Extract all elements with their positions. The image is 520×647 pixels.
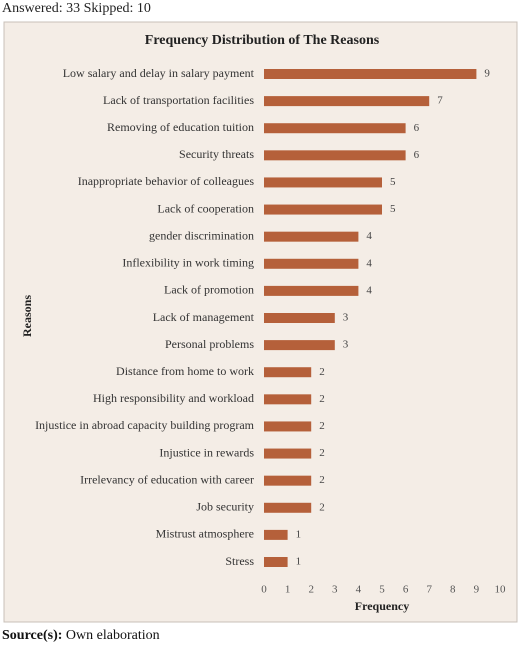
bar: [264, 529, 288, 540]
response-summary: Answered: 33 Skipped: 10: [2, 1, 151, 16]
x-tick-label: 6: [403, 584, 409, 596]
y-tick-label: Mistrust atmosphere: [156, 527, 254, 541]
chart: Frequency Distribution of The Reasons Fr…: [3, 21, 518, 623]
value-label: 3: [343, 312, 349, 324]
y-tick-label: Removing of education tuition: [107, 120, 254, 134]
value-label: 4: [366, 284, 372, 296]
y-tick-label: Lack of promotion: [164, 283, 254, 297]
x-tick-label: 9: [474, 584, 480, 596]
value-label: 2: [319, 420, 325, 432]
value-label: 9: [484, 68, 490, 80]
bar: [264, 69, 477, 79]
value-label: 2: [319, 393, 325, 405]
value-label: 4: [366, 230, 372, 242]
source-note: Source(s): Own elaboration: [2, 628, 160, 644]
value-label: 6: [414, 122, 420, 134]
y-tick-label: gender discrimination: [149, 228, 254, 242]
bar: [264, 394, 312, 405]
x-tick-label: 0: [261, 584, 267, 596]
y-tick-label: Stress: [225, 554, 254, 568]
bar: [264, 123, 406, 134]
value-label: 5: [390, 203, 396, 215]
y-tick-label: Lack of cooperation: [157, 201, 254, 215]
x-tick-label: 8: [450, 584, 456, 596]
bar: [264, 475, 312, 486]
y-axis-label: Reasons: [20, 295, 34, 337]
bar: [264, 313, 335, 323]
bar: [264, 96, 430, 107]
value-label: 2: [319, 501, 325, 513]
value-label: 2: [319, 366, 325, 378]
bar: [264, 421, 312, 432]
bar: [264, 204, 382, 215]
y-tick-label: Irrelevancy of education with career: [80, 472, 254, 486]
y-tick-label: Lack of transportation facilities: [103, 93, 254, 107]
chart-background: [3, 21, 518, 623]
y-tick-label: Personal problems: [165, 337, 254, 351]
y-tick-label: Inflexibility in work timing: [122, 256, 254, 270]
bar: [264, 367, 312, 378]
x-tick-label: 10: [495, 584, 507, 596]
source-label: Source(s):: [2, 628, 63, 643]
value-label: 5: [390, 176, 396, 188]
x-tick-label: 4: [356, 584, 362, 596]
bar: [264, 258, 359, 269]
x-tick-label: 1: [285, 584, 291, 596]
value-label: 2: [319, 447, 325, 459]
bar: [264, 557, 288, 567]
x-tick-label: 2: [308, 584, 314, 596]
bar: [264, 340, 335, 351]
bar: [264, 150, 406, 161]
value-label: 3: [343, 339, 349, 351]
bar: [264, 448, 312, 459]
bar: [264, 177, 382, 188]
y-tick-label: Injustice in abroad capacity building pr…: [35, 418, 255, 432]
y-tick-label: Lack of management: [153, 310, 255, 324]
value-label: 1: [296, 528, 302, 540]
bar: [264, 285, 359, 296]
y-tick-label: Low salary and delay in salary payment: [63, 66, 255, 80]
y-tick-label: Distance from home to work: [116, 364, 254, 378]
x-axis-label: Frequency: [355, 599, 409, 613]
source-text: Own elaboration: [65, 628, 160, 643]
value-label: 4: [366, 257, 372, 269]
x-tick-label: 7: [426, 584, 432, 596]
value-label: 6: [414, 149, 420, 161]
x-tick-label: 5: [379, 584, 385, 596]
bar: [264, 502, 312, 513]
y-tick-label: Inappropriate behavior of colleagues: [78, 174, 255, 188]
value-label: 7: [437, 95, 443, 107]
x-tick-label: 3: [332, 584, 338, 596]
y-tick-label: High responsibility and workload: [93, 391, 254, 405]
value-label: 1: [296, 556, 302, 568]
bar: [264, 231, 359, 242]
y-tick-label: Job security: [196, 500, 254, 514]
value-label: 2: [319, 474, 325, 486]
y-tick-label: Injustice in rewards: [159, 445, 254, 459]
y-tick-label: Security threats: [179, 147, 254, 161]
chart-title: Frequency Distribution of The Reasons: [145, 33, 380, 48]
